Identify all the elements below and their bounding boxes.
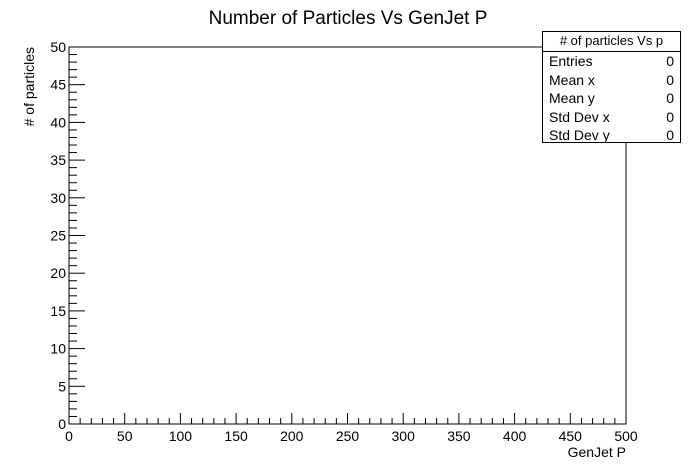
stats-label: Std Dev x — [549, 108, 610, 125]
y-tick-label: 35 — [50, 152, 66, 168]
stats-label: Std Dev y — [549, 127, 610, 143]
y-axis-label: # of particles — [21, 47, 37, 126]
x-tick-label: 0 — [65, 428, 73, 444]
stats-box: # of particles Vs p Entries 0 Mean x 0 M… — [542, 31, 681, 143]
y-tick-label: 5 — [58, 378, 66, 394]
x-tick-label: 100 — [169, 428, 193, 444]
x-tick-label: 450 — [559, 428, 583, 444]
x-axis-ticks — [68, 413, 627, 424]
stats-value: 0 — [666, 53, 674, 69]
y-tick-label: 20 — [50, 265, 66, 281]
y-tick-label: 45 — [50, 77, 66, 93]
x-tick-label: 500 — [614, 428, 638, 444]
stats-label: Mean y — [549, 90, 595, 106]
y-axis-ticks — [69, 46, 85, 425]
stats-row-std-dev-y: Std Dev y 0 — [543, 126, 680, 145]
x-axis-label: GenJet P — [568, 444, 626, 460]
x-tick-label: 300 — [392, 428, 416, 444]
x-tick-label: 150 — [224, 428, 248, 444]
chart-title: Number of Particles Vs GenJet P — [209, 8, 488, 29]
stats-label: Entries — [549, 53, 593, 69]
x-tick-label: 50 — [117, 428, 133, 444]
stats-value: 0 — [666, 108, 674, 125]
y-tick-label: 25 — [50, 228, 66, 244]
x-axis-tick-labels: 0 50 100 150 200 250 300 350 400 450 500 — [65, 428, 638, 444]
stats-row-entries: Entries 0 — [543, 52, 680, 71]
stats-value: 0 — [666, 127, 674, 143]
x-tick-label: 350 — [447, 428, 471, 444]
y-tick-label: 10 — [50, 341, 66, 357]
x-tick-label: 200 — [280, 428, 304, 444]
x-tick-label: 250 — [336, 428, 360, 444]
y-tick-label: 40 — [50, 114, 66, 130]
x-tick-label: 400 — [503, 428, 527, 444]
stats-label: Mean x — [549, 71, 595, 88]
y-tick-label: 30 — [50, 190, 66, 206]
stats-row-mean-x: Mean x 0 — [543, 71, 680, 90]
y-tick-label: 15 — [50, 303, 66, 319]
stats-row-mean-y: Mean y 0 — [543, 89, 680, 108]
stats-value: 0 — [666, 71, 674, 88]
y-tick-label: 0 — [58, 416, 66, 432]
stats-value: 0 — [666, 90, 674, 106]
y-axis-tick-labels: 0 5 10 15 20 25 30 35 40 45 50 — [50, 39, 66, 432]
stats-row-std-dev-x: Std Dev x 0 — [543, 108, 680, 127]
y-tick-label: 50 — [50, 39, 66, 55]
stats-box-title: # of particles Vs p — [543, 32, 680, 52]
